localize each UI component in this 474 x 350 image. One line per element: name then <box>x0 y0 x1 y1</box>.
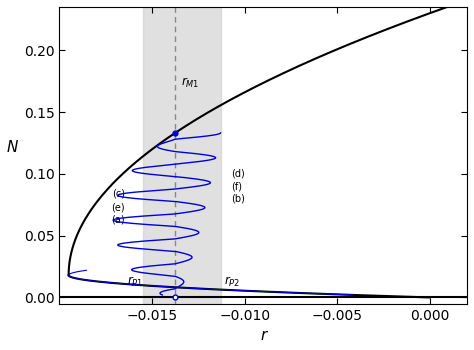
Text: (e): (e) <box>111 202 125 212</box>
X-axis label: r: r <box>260 328 266 343</box>
Text: (c): (c) <box>112 189 125 198</box>
Text: (f): (f) <box>231 181 242 191</box>
Text: $r_{P2}$: $r_{P2}$ <box>224 275 240 289</box>
Text: (b): (b) <box>231 194 245 204</box>
Text: (d): (d) <box>231 169 245 179</box>
Text: $r_{P1}$: $r_{P1}$ <box>127 275 144 289</box>
Text: $r_{M1}$: $r_{M1}$ <box>181 76 199 90</box>
Bar <box>143 7 220 304</box>
Y-axis label: N: N <box>7 140 18 155</box>
Text: (a): (a) <box>111 215 125 225</box>
